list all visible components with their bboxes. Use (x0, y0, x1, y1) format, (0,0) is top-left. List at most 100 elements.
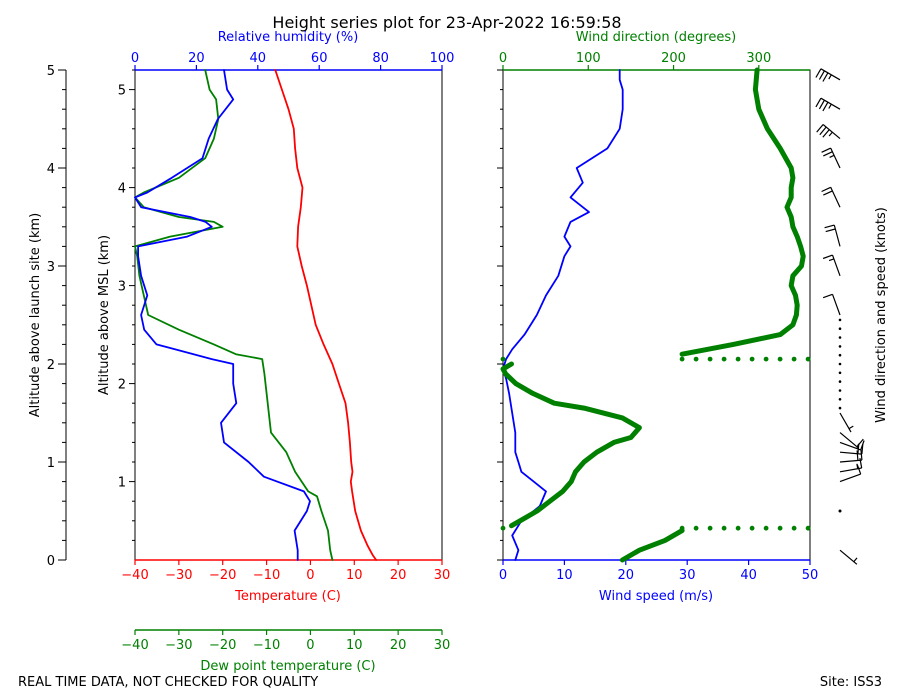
agl-tick-label: 2 (47, 358, 55, 373)
wind-barb (822, 293, 841, 316)
barb-half (829, 154, 835, 158)
calm-dot (838, 362, 842, 366)
footer-site: Site: ISS3 (820, 675, 882, 690)
barb-half (828, 131, 833, 137)
x-axis-label-wind-speed: Wind speed (m/s) (599, 589, 713, 604)
wind-direction-wrap-dot (735, 525, 741, 531)
barb-shaft (839, 459, 862, 463)
wspd-tick-label: 10 (556, 568, 573, 583)
barb-full (819, 126, 827, 136)
agl-tick-label: 5 (47, 64, 55, 79)
dew-tick-label: −10 (253, 638, 280, 653)
wind-barb (822, 254, 841, 277)
wind-direction-wrap-dot (791, 525, 797, 531)
wind-barb (815, 97, 841, 112)
agl-tick-label: 0 (47, 554, 55, 569)
barb-half (828, 74, 832, 80)
y-axis-label-msl: Altitude above MSL (km) (97, 235, 112, 395)
wind-direction-wrap-dot (707, 356, 713, 362)
agl-tick-label: 4 (47, 162, 55, 177)
barb-full (822, 293, 833, 299)
wdir-tick-label: 200 (661, 51, 686, 66)
msl-tick-label: 4 (118, 182, 126, 197)
temp-tick-label: −10 (253, 568, 280, 583)
wind-direction-wrap-dot (679, 356, 685, 362)
footer-quality-note: REAL TIME DATA, NOT CHECKED FOR QUALITY (18, 675, 318, 690)
wind-direction-wrap-dot (805, 525, 811, 531)
rh-tick-label: 40 (250, 51, 267, 66)
wspd-tick-label: 40 (740, 568, 757, 583)
barb-full (821, 147, 831, 153)
wind-direction-wrap-dot (777, 525, 783, 531)
barb-full (860, 440, 865, 451)
wspd-tick-label: 30 (679, 568, 696, 583)
calm-dot (838, 318, 842, 322)
wind-direction-wrap-dot (707, 525, 713, 531)
barb-full (823, 151, 833, 157)
wdir-tick-label: 0 (499, 51, 507, 66)
wind-direction-wrap-dot (679, 525, 685, 531)
barb-full (823, 190, 833, 196)
barb-shaft (831, 254, 841, 277)
wind-direction-wrap-dot (500, 525, 506, 531)
barb-shaft (839, 412, 852, 433)
dew-tick-label: 0 (306, 638, 314, 653)
barb-full (825, 228, 836, 233)
dew-tick-label: −20 (209, 638, 236, 653)
barb-full (856, 450, 859, 461)
wind-barbs (815, 68, 865, 565)
calm-dot (838, 353, 842, 357)
calm-dot (838, 336, 842, 339)
wind-direction-line (679, 67, 806, 357)
barb-full (860, 450, 863, 461)
temp-tick-label: 10 (346, 568, 363, 583)
wind-barb (816, 124, 841, 140)
temperature-line (274, 69, 378, 561)
barb-half (853, 557, 858, 563)
wind-direction-line (619, 528, 685, 563)
wind-direction-wrap-dot (791, 356, 797, 362)
wspd-tick-label: 20 (618, 568, 635, 583)
wind-barb (824, 224, 841, 247)
wind-direction-wrap-dot (777, 356, 783, 362)
wind-barb (839, 450, 863, 463)
x-axis-label-humidity: Relative humidity (%) (218, 30, 359, 45)
rh-tick-label: 20 (188, 51, 205, 66)
wind-direction-wrap-dot (763, 356, 769, 362)
msl-tick-label: 5 (118, 84, 126, 99)
wind-speed-line (502, 69, 624, 561)
barb-full (822, 254, 833, 260)
barb-shaft (839, 473, 861, 483)
y-axis-label-agl: Altitude above launch site (km) (28, 213, 43, 417)
agl-tick-label: 3 (47, 260, 55, 275)
temp-tick-label: −30 (165, 568, 192, 583)
dew-tick-label: 10 (346, 638, 363, 653)
axis-ticks: −40 −30 −20 −10 0 10 20 30−40 −30 −20 −10 0 10 20 300 2… (47, 51, 819, 653)
barb-shaft (839, 432, 858, 448)
wspd-tick-label: 0 (499, 568, 507, 583)
temp-tick-label: −40 (121, 568, 148, 583)
barb-full (818, 99, 825, 110)
wind-direction-wrap-dot (763, 525, 769, 531)
barb-full (818, 70, 825, 80)
barb-full (822, 129, 830, 138)
barb-full (824, 224, 835, 229)
wdir-tick-label: 300 (746, 51, 771, 66)
barb-half (828, 103, 832, 109)
barb-axis-label: Wind direction and speed (knots) (874, 207, 889, 423)
rh-tick-label: 0 (131, 51, 139, 66)
msl-tick-label: 3 (118, 280, 126, 295)
wind-direction-wrap-dot (749, 356, 755, 362)
wind-direction-wrap-dot (500, 356, 506, 362)
x-axis-label-wind-direction: Wind direction (degrees) (576, 30, 736, 45)
wind-barb (821, 186, 841, 208)
dewpoint-line (134, 69, 334, 561)
barb-half (828, 258, 835, 262)
temp-tick-label: 0 (306, 568, 314, 583)
msl-tick-label: 1 (118, 476, 126, 491)
msl-tick-label: 2 (118, 378, 126, 393)
left-panel-frame (134, 69, 443, 561)
dew-tick-label: 20 (390, 638, 407, 653)
calm-dot (838, 389, 842, 392)
